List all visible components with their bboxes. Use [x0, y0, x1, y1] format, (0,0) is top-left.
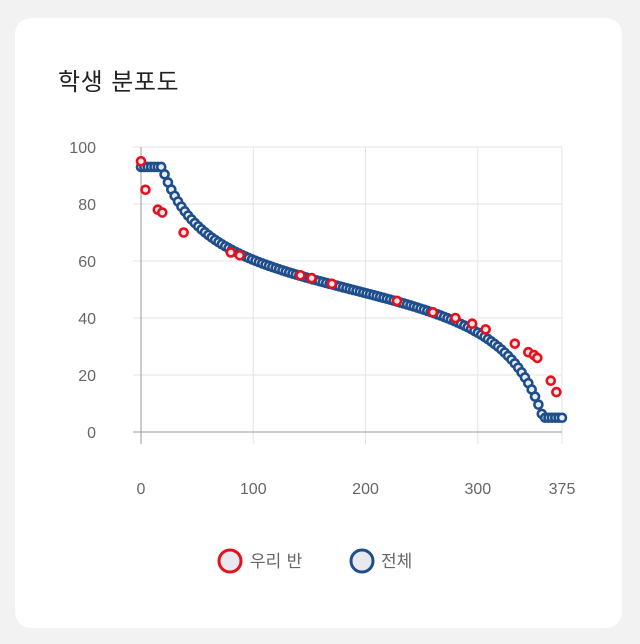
data-point-class [295, 269, 306, 281]
data-point-class [551, 386, 562, 398]
data-point-class [234, 250, 246, 261]
data-point-class [326, 278, 338, 290]
data-point-all [529, 391, 541, 402]
x-tick-label: 200 [352, 481, 379, 498]
data-point-class [140, 184, 151, 196]
data-point-class [391, 295, 403, 307]
chart-title: 학생 분포도 [58, 68, 180, 96]
legend-label: 우리 반 [250, 552, 303, 572]
y-tick-label: 40 [78, 311, 96, 328]
y-tick-label: 60 [78, 254, 96, 271]
data-point-all [533, 399, 544, 410]
data-point-all [556, 412, 568, 424]
data-point-class [178, 227, 189, 238]
y-tick-label: 80 [78, 197, 96, 214]
data-point-class [427, 306, 439, 318]
y-tick-label: 100 [69, 140, 96, 157]
data-point-class [135, 155, 147, 167]
x-tick-label: 375 [549, 481, 576, 498]
data-point-class [306, 272, 317, 284]
x-tick-label: 100 [240, 481, 267, 498]
data-point-class [450, 312, 461, 324]
y-tick-label: 0 [87, 425, 96, 442]
data-point-class [225, 247, 237, 258]
data-point-all [159, 169, 170, 180]
data-point-class [532, 352, 543, 364]
data-point-class [480, 324, 491, 335]
y-tick-label: 20 [78, 368, 96, 385]
x-tick-label: 300 [464, 481, 491, 498]
legend-marker [217, 548, 243, 574]
chart-card: 학생 분포도 [15, 18, 622, 628]
legend-marker [349, 548, 375, 574]
x-tick-label: 0 [137, 481, 146, 498]
data-point-class [545, 375, 557, 387]
data-point-class [509, 338, 521, 349]
data-point-class [157, 207, 168, 218]
data-point-class [466, 318, 478, 330]
legend-label: 전체 [381, 552, 412, 572]
